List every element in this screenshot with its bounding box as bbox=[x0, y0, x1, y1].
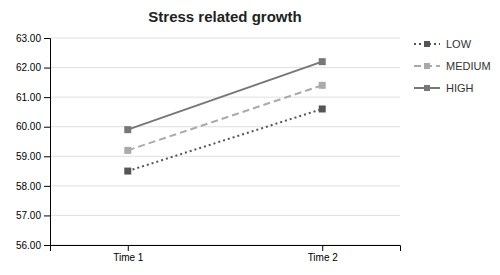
marker bbox=[319, 58, 326, 65]
plot-area bbox=[124, 58, 325, 174]
tick-mark bbox=[322, 245, 323, 251]
legend-entry: LOW bbox=[414, 38, 472, 50]
tick-label: 60.00 bbox=[16, 121, 41, 132]
grid-line bbox=[50, 156, 400, 157]
grid-line bbox=[50, 185, 400, 186]
legend-label: HIGH bbox=[446, 82, 474, 94]
tick-mark bbox=[44, 245, 50, 246]
tick: 61.00 bbox=[16, 92, 50, 103]
marker bbox=[319, 105, 326, 112]
series bbox=[124, 82, 325, 154]
legend-label: MEDIUM bbox=[446, 60, 491, 72]
series bbox=[124, 58, 325, 133]
tick-mark bbox=[44, 68, 50, 69]
marker bbox=[319, 82, 326, 89]
grid-line bbox=[50, 126, 400, 127]
tick-mark bbox=[44, 97, 50, 98]
legend-marker bbox=[424, 85, 430, 91]
tick: 62.00 bbox=[16, 62, 50, 73]
tick-label: 57.00 bbox=[16, 210, 41, 221]
grid-line bbox=[50, 38, 400, 39]
tick: Time 2 bbox=[308, 245, 339, 263]
tick-label: Time 1 bbox=[113, 252, 144, 263]
title: Stress related growth bbox=[148, 8, 301, 25]
axis-line bbox=[51, 246, 401, 252]
tick-label: 56.00 bbox=[16, 240, 41, 251]
marker bbox=[124, 168, 131, 175]
legend-entry: MEDIUM bbox=[414, 60, 491, 72]
grid-line bbox=[50, 215, 400, 216]
tick-mark bbox=[44, 215, 50, 216]
tick-label: 63.00 bbox=[16, 33, 41, 44]
tick-mark bbox=[44, 38, 50, 39]
tick: 58.00 bbox=[16, 181, 50, 192]
tick-label: 61.00 bbox=[16, 92, 41, 103]
grid bbox=[50, 38, 400, 245]
tick: 60.00 bbox=[16, 121, 50, 132]
legend-marker bbox=[424, 63, 430, 69]
legend-label: LOW bbox=[446, 38, 472, 50]
legend-entry: HIGH bbox=[414, 82, 474, 94]
x-axis: Time 1 Time 2 bbox=[51, 245, 401, 263]
tick-label: 59.00 bbox=[16, 151, 41, 162]
tick-mark bbox=[44, 186, 50, 187]
tick: 59.00 bbox=[16, 151, 50, 162]
marker bbox=[124, 126, 131, 133]
tick-mark bbox=[44, 127, 50, 128]
tick-mark bbox=[128, 245, 129, 251]
y-axis: 56.00 57.00 58.00 59.00 60.00 61.00 62.00 63.00 bbox=[16, 33, 51, 251]
legend: LOW MEDIUM HIGH bbox=[414, 38, 491, 94]
tick: 57.00 bbox=[16, 210, 50, 221]
tick: 56.00 bbox=[16, 240, 50, 251]
series bbox=[124, 105, 325, 174]
axis-line bbox=[44, 39, 51, 246]
tick-label: 62.00 bbox=[16, 62, 41, 73]
tick-mark bbox=[44, 156, 50, 157]
tick-label: Time 2 bbox=[308, 252, 339, 263]
tick-label: 58.00 bbox=[16, 181, 41, 192]
marker bbox=[124, 147, 131, 154]
grid-line bbox=[50, 67, 400, 68]
tick: 63.00 bbox=[16, 33, 50, 44]
tick: Time 1 bbox=[113, 245, 144, 263]
line bbox=[128, 62, 322, 130]
chart: Stress related growth 56.00 57.00 58.00 59.0… bbox=[0, 0, 500, 275]
legend-marker bbox=[424, 41, 430, 47]
grid-line bbox=[50, 97, 400, 98]
